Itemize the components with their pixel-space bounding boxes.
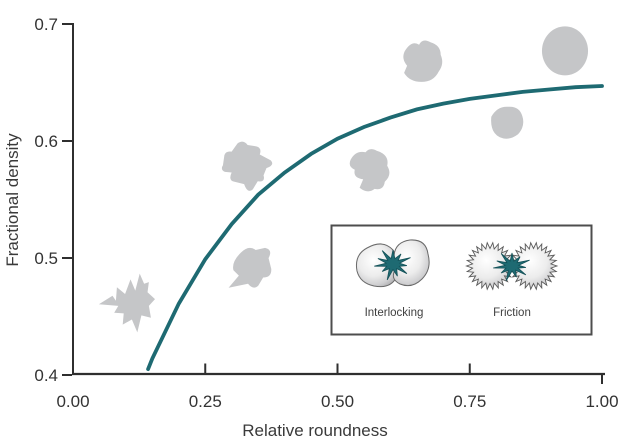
y-tick-label: 0.4: [34, 366, 58, 385]
density-curve: [146, 84, 604, 371]
x-tick-label: 0.25: [189, 392, 222, 411]
friction-icon: [465, 241, 559, 291]
interlocking-contact-starburst: [374, 249, 411, 281]
interlocking-icon: [356, 239, 430, 288]
particle-silhouettes: [98, 26, 589, 333]
friction-contact-starburst: [493, 252, 530, 281]
friction-label: Friction: [493, 307, 531, 319]
particle-blob-angular1: [98, 273, 155, 333]
x-tick-label: 0.00: [56, 392, 89, 411]
x-tick-label: 1.00: [585, 392, 618, 411]
particle-blob-angular3: [228, 247, 272, 288]
y-tick-label: 0.7: [34, 15, 58, 34]
y-axis-title: Fractional density: [3, 133, 22, 267]
inset-contact-mechanisms: Interlocking Friction: [330, 224, 593, 336]
particle-blob-bumpy1: [349, 149, 390, 192]
particle-blob-round1: [491, 106, 524, 139]
density-curve-path: [146, 84, 604, 371]
particle-blob-bumpy2: [403, 40, 443, 82]
x-axis-title: Relative roundness: [242, 421, 388, 440]
particle-blob-angular2: [221, 141, 273, 191]
y-tick-label: 0.5: [34, 249, 58, 268]
interlocking-label: Interlocking: [365, 307, 424, 319]
x-tick-label: 0.50: [321, 392, 354, 411]
axes: 0.4 0.5 0.6 0.7 0.00 0.25 0.50 0.75 1.00: [34, 15, 618, 411]
y-tick-label: 0.6: [34, 132, 58, 151]
x-tick-label: 0.75: [453, 392, 486, 411]
particle-blob-circle: [541, 26, 589, 76]
